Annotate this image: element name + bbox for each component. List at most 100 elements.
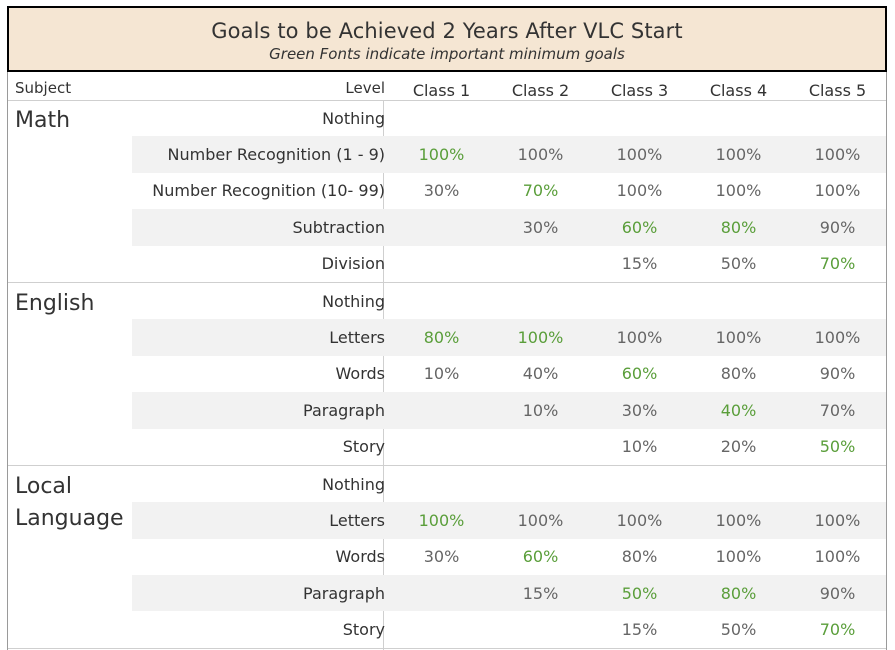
value-cell: 30%	[522, 217, 559, 237]
value-cell	[392, 209, 491, 245]
value-cell: 60%	[621, 217, 658, 237]
value-cell: 40%	[522, 364, 559, 384]
value-cell: 15%	[621, 620, 658, 640]
level-label: Subtraction	[292, 217, 385, 237]
goals-table: Math Nothing Number Recognition (1 - 9) 100…	[8, 100, 886, 649]
value-cell: 70%	[522, 181, 559, 201]
value-cell: 40%	[720, 400, 757, 420]
table-row: Division 15% 50% 70%	[8, 246, 886, 282]
page-subtitle: Green Fonts indicate important minimum g…	[269, 45, 625, 63]
value-cell	[392, 283, 491, 319]
value-cell: 80%	[423, 328, 460, 348]
value-cell	[788, 283, 887, 319]
header-subject: Subject	[15, 79, 72, 97]
table-row: Story 15% 50% 70%	[8, 611, 886, 647]
table-row: Paragraph 10% 30% 40% 70%	[8, 392, 886, 429]
value-cell	[392, 611, 491, 647]
value-cell	[392, 392, 491, 428]
value-cell: 80%	[720, 364, 757, 384]
value-cell	[689, 283, 788, 319]
value-cell	[392, 429, 491, 465]
value-cell	[491, 246, 590, 282]
level-label: Number Recognition (10- 99)	[152, 181, 385, 201]
value-cell: 100%	[814, 547, 861, 567]
table-frame	[7, 6, 887, 650]
value-cell: 30%	[423, 181, 460, 201]
row-shading	[132, 319, 886, 356]
page-title: Goals to be Achieved 2 Years After VLC S…	[211, 19, 683, 43]
value-cell: 70%	[819, 400, 856, 420]
value-cell	[392, 575, 491, 611]
value-cell: 50%	[621, 583, 658, 603]
value-cell: 100%	[715, 547, 762, 567]
level-label: Number Recognition (1 - 9)	[167, 145, 385, 165]
level-label: Paragraph	[303, 400, 385, 420]
value-cell: 15%	[522, 583, 559, 603]
value-cell: 70%	[819, 620, 856, 640]
value-cell: 80%	[720, 583, 757, 603]
value-cell: 90%	[819, 583, 856, 603]
divider-line	[383, 100, 384, 650]
table-header: Subject Level Class 1 Class 2 Class 3 Cl…	[8, 78, 886, 101]
value-cell: 100%	[814, 145, 861, 165]
value-cell: 100%	[517, 510, 564, 530]
level-label: Paragraph	[303, 583, 385, 603]
header-class-4: Class 4	[709, 81, 768, 100]
value-cell	[689, 100, 788, 136]
header-class-1: Class 1	[412, 81, 471, 100]
value-cell	[491, 611, 590, 647]
level-label: Words	[335, 547, 385, 567]
table-row: Nothing	[8, 466, 886, 502]
table-row: Letters 80% 100% 100% 100% 100%	[8, 319, 886, 356]
value-cell: 20%	[720, 437, 757, 457]
subject-group: Math Nothing Number Recognition (1 - 9) 100…	[8, 100, 886, 283]
value-cell	[491, 429, 590, 465]
value-cell: 100%	[616, 510, 663, 530]
level-label: Words	[335, 364, 385, 384]
value-cell: 100%	[418, 145, 465, 165]
value-cell: 100%	[616, 328, 663, 348]
value-cell: 60%	[522, 547, 559, 567]
value-cell: 100%	[715, 510, 762, 530]
value-cell	[590, 100, 689, 136]
value-cell: 50%	[720, 254, 757, 274]
table-row: Nothing	[8, 100, 886, 136]
value-cell: 10%	[423, 364, 460, 384]
value-cell: 15%	[621, 254, 658, 274]
row-shading	[132, 392, 886, 429]
value-cell: 100%	[616, 145, 663, 165]
value-cell	[392, 100, 491, 136]
value-cell: 100%	[715, 145, 762, 165]
value-cell: 90%	[819, 364, 856, 384]
row-shading	[132, 575, 886, 612]
level-label: Story	[342, 620, 385, 640]
value-cell	[392, 246, 491, 282]
row-shading	[132, 209, 886, 246]
value-cell: 100%	[517, 145, 564, 165]
value-cell: 100%	[616, 181, 663, 201]
value-cell: 50%	[720, 620, 757, 640]
title-banner: Goals to be Achieved 2 Years After VLC S…	[7, 6, 887, 72]
value-cell: 100%	[814, 328, 861, 348]
header-class-5: Class 5	[808, 81, 867, 100]
table-row: Nothing	[8, 283, 886, 319]
value-cell: 10%	[621, 437, 658, 457]
subject-label: Math	[15, 108, 71, 133]
subject-group: English Nothing Letters 80% 100% 100% 100% 100%…	[8, 283, 886, 466]
table-row: Number Recognition (10- 99) 30% 70% 100% 100…	[8, 173, 886, 209]
subject-group: Local Language Nothing Letters 100% 100% 100%…	[8, 466, 886, 649]
level-label: Nothing	[322, 108, 385, 128]
value-cell: 100%	[715, 181, 762, 201]
level-label: Letters	[329, 328, 385, 348]
table-row: Words 30% 60% 80% 100% 100%	[8, 539, 886, 575]
level-label: Division	[321, 254, 385, 274]
table-row: Words 10% 40% 60% 80% 90%	[8, 356, 886, 392]
table-row: Story 10% 20% 50%	[8, 429, 886, 465]
header-class-2: Class 2	[511, 81, 570, 100]
table-row: Paragraph 15% 50% 80% 90%	[8, 575, 886, 612]
table-row: Subtraction 30% 60% 80% 90%	[8, 209, 886, 246]
value-cell: 100%	[715, 328, 762, 348]
value-cell: 10%	[522, 400, 559, 420]
subject-label: English	[15, 290, 95, 316]
value-cell	[689, 466, 788, 502]
